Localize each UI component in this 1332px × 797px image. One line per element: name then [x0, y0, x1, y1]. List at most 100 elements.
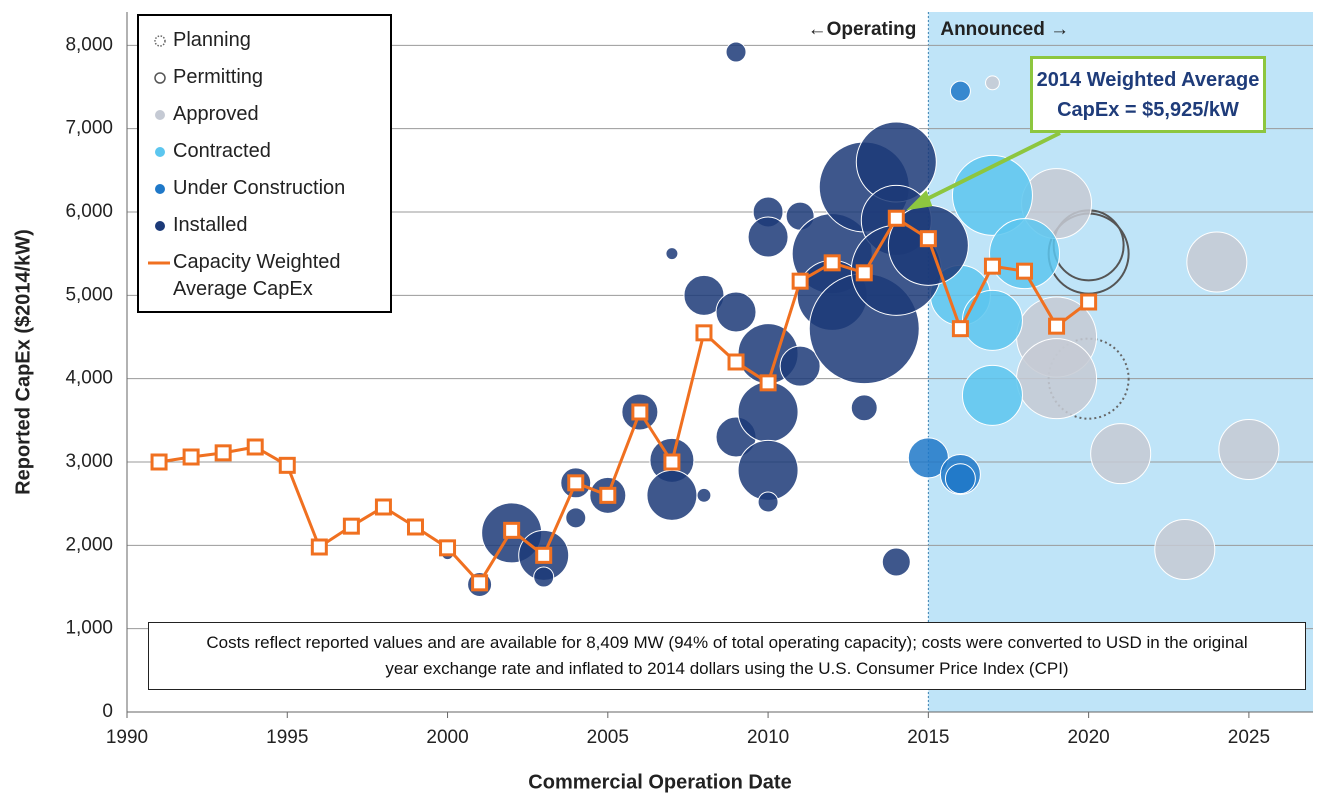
legend-marker: [155, 146, 165, 157]
average-marker: [1016, 262, 1034, 280]
legend-symbol: [147, 59, 173, 96]
y-tick-label: 5,000: [65, 284, 113, 305]
x-tick-label: 2015: [907, 727, 949, 748]
average-marker: [246, 438, 264, 456]
average-marker: [599, 486, 617, 504]
x-tick-label: 1995: [266, 727, 308, 748]
x-tick-label: 1990: [106, 727, 148, 748]
x-tick-label: 2025: [1228, 727, 1270, 748]
average-marker: [503, 521, 521, 539]
average-marker: [919, 230, 937, 248]
average-marker: [663, 453, 681, 471]
footnote: Costs reflect reported values and are av…: [148, 622, 1306, 690]
y-tick-label: 7,000: [65, 118, 113, 139]
legend-marker: [155, 183, 165, 194]
region-label: ←Operating: [808, 19, 917, 40]
annotation-arrowhead: [906, 190, 933, 211]
average-marker: [759, 374, 777, 392]
bubble: [989, 218, 1060, 290]
legend-glyph: [148, 261, 170, 264]
bubble: [757, 491, 779, 513]
region-label: Announced →: [940, 19, 1069, 40]
average-marker: [214, 444, 232, 462]
legend-label: Approved: [173, 103, 259, 125]
y-tick-label: 6,000: [65, 201, 113, 222]
y-tick-label: 1,000: [65, 618, 113, 639]
legend-entry: Contracted: [147, 133, 386, 170]
bubble: [949, 80, 971, 102]
bubble: [737, 439, 799, 501]
legend-marker: [154, 71, 166, 84]
bubble: [1154, 519, 1216, 580]
average-marker: [1048, 317, 1066, 335]
legend-label: Installed: [173, 214, 248, 236]
average-line: [158, 216, 1090, 586]
average-marker: [855, 264, 873, 282]
average-marker: [342, 517, 360, 535]
average-marker: [374, 498, 392, 516]
legend-marker: [155, 220, 165, 231]
average-marker: [439, 539, 457, 557]
legend-symbol: [147, 170, 173, 207]
legend-label: Under Construction: [173, 177, 346, 199]
annotation-arrow: [915, 131, 1061, 207]
average-marker: [823, 254, 841, 272]
bubble: [696, 487, 712, 503]
average-marker: [150, 453, 168, 471]
bubble: [646, 469, 698, 521]
legend-marker: [155, 109, 165, 120]
legend: Planning Permitting Approved Contracted Unde…: [137, 14, 392, 313]
average-marker: [1080, 293, 1098, 311]
legend-label: Contracted: [173, 140, 271, 162]
legend-label: Capacity Weighted Average CapEx: [173, 251, 341, 300]
x-tick-label: 2005: [587, 727, 629, 748]
annotation-line: 2014 Weighted Average: [1036, 68, 1260, 91]
legend-symbol: [147, 133, 173, 170]
x-tick-label: 2010: [747, 727, 789, 748]
bubble: [779, 345, 821, 387]
x-tick-label: 2000: [426, 727, 468, 748]
legend-symbol: [147, 96, 173, 133]
legend-glyph: [155, 220, 165, 231]
legend-symbol: [147, 22, 173, 59]
legend-entry: Capacity Weighted Average CapEx: [147, 244, 386, 303]
bubble: [1218, 419, 1280, 480]
legend-label: Permitting: [173, 66, 264, 88]
legend-marker: [154, 34, 166, 47]
y-tick-label: 8,000: [65, 34, 113, 55]
average-marker: [951, 320, 969, 338]
bubble: [881, 547, 911, 577]
bubble: [1090, 423, 1152, 485]
bubble: [985, 75, 1000, 91]
legend-glyph: [154, 34, 166, 47]
bubble: [961, 289, 1023, 351]
average-marker: [278, 456, 296, 474]
bubble: [725, 41, 747, 63]
legend-glyph: [155, 183, 165, 194]
y-tick-label: 3,000: [65, 451, 113, 472]
bubble: [565, 507, 587, 529]
y-tick-label: 4,000: [65, 368, 113, 389]
x-tick-label: 2020: [1067, 727, 1109, 748]
y-axis-label: Reported CapEx ($2014/kW): [12, 229, 34, 495]
bubble: [961, 364, 1023, 426]
x-axis-label: Commercial Operation Date: [528, 771, 791, 793]
legend-entry: Installed: [147, 207, 386, 244]
average-marker: [406, 518, 424, 536]
average-marker: [471, 574, 489, 592]
legend-entry: Planning: [147, 22, 386, 59]
legend-entry: Approved: [147, 96, 386, 133]
y-tick-label: 2,000: [65, 534, 113, 555]
average-marker: [631, 403, 649, 421]
bubble: [1186, 231, 1248, 293]
annotation-line: CapEx = $5,925/kW: [1057, 98, 1239, 121]
legend-symbol: [147, 207, 173, 244]
legend-glyph: [155, 146, 165, 157]
average-marker: [567, 474, 585, 492]
bubble: [944, 463, 976, 495]
average-marker: [310, 538, 328, 556]
annotation: 2014 Weighted Average CapEx = $5,925/kW: [1030, 56, 1266, 133]
legend-entry: Permitting: [147, 59, 386, 96]
average-marker: [535, 546, 553, 564]
